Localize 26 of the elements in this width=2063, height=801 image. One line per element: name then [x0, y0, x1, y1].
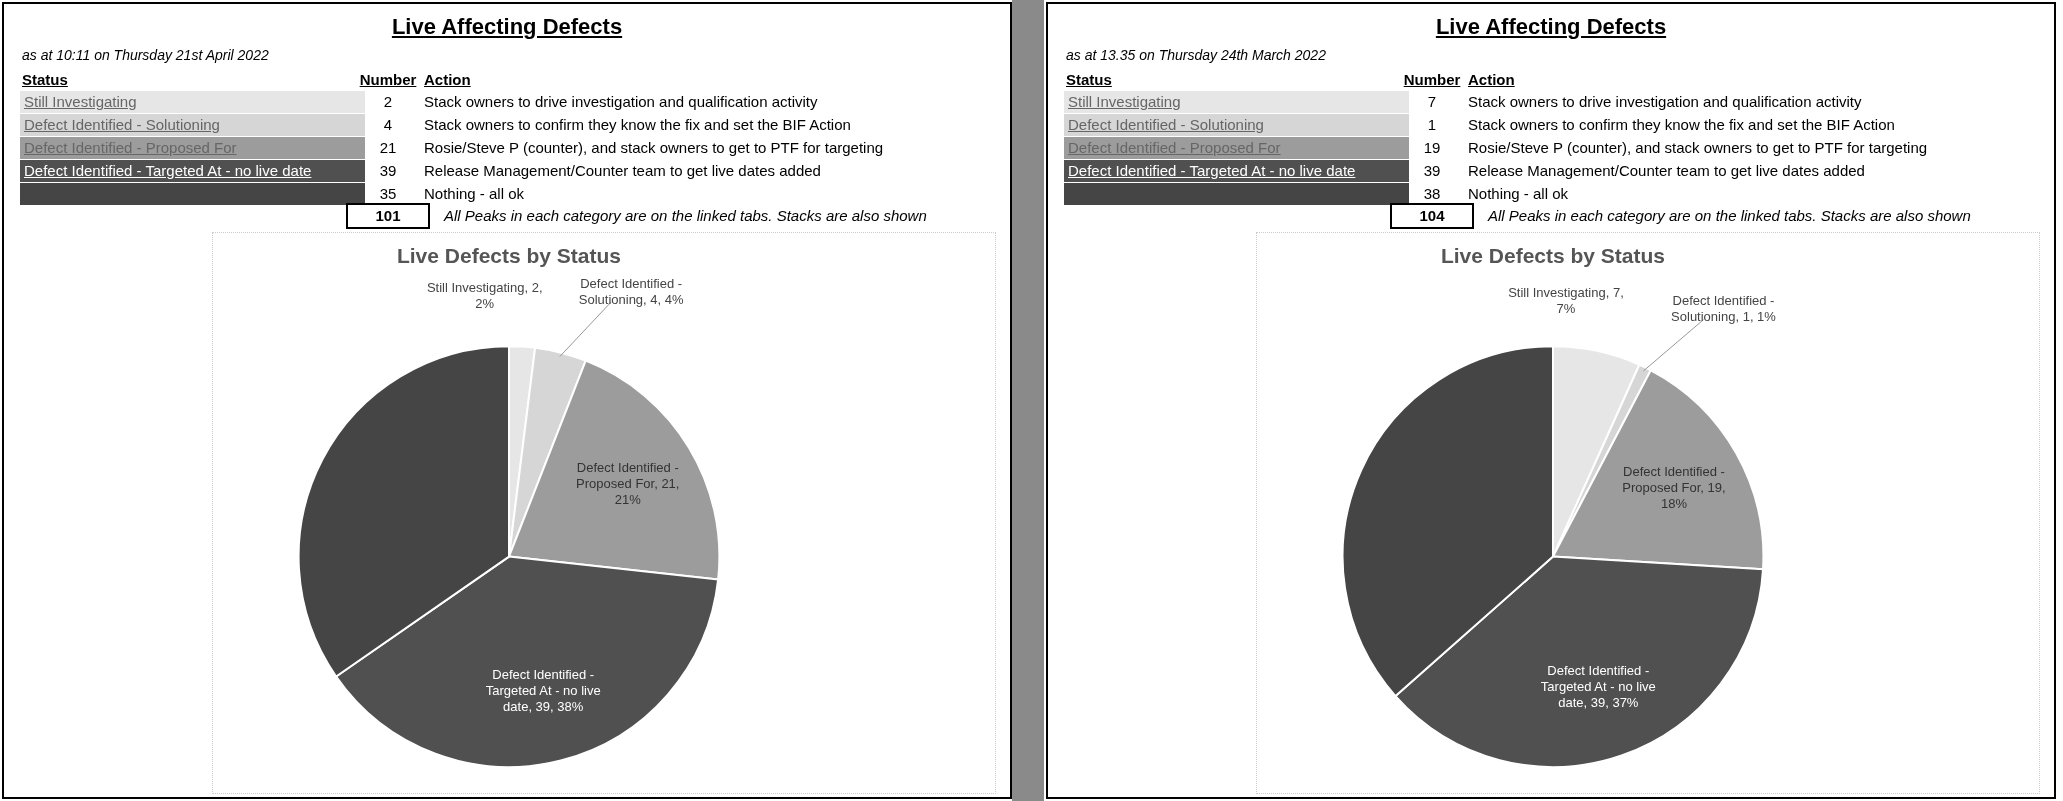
slice-label: Defect Identified - Solutioning, 1, 1% [1671, 293, 1777, 325]
slice-label: Defect Identified - Targeted At - no live date, 39, 37% [1540, 663, 1656, 711]
category-label: Still Investigating [24, 93, 137, 110]
category-label: Defect Identified - Solutioning [1068, 116, 1264, 133]
slice-label: Defect Identified - Proposed For, 19, 18% [1622, 463, 1726, 511]
data-label: 21 [378, 139, 398, 156]
category-label: Defect Identified - Solutioning [24, 116, 220, 133]
data-label: 39 [1422, 162, 1442, 179]
chart-title: Live Defects by Status [396, 244, 622, 268]
data-label: 2 [382, 93, 394, 110]
slice-label: Defect Identified - Targeted At - no live date, 39, 38% [485, 666, 601, 714]
slice-label: Defect Identified - Solutioning, 4, 4% [578, 275, 684, 307]
category-label: Still Investigating [1068, 93, 1181, 110]
data-label: 39 [378, 162, 398, 179]
data-label: 7 [1426, 93, 1438, 110]
data-label: 4 [382, 116, 394, 133]
category-label: Defect Identified - Targeted At - no live date [24, 162, 312, 179]
slice-label: Defect Identified - Proposed For, 21, 21% [576, 460, 680, 508]
slice-label: Still Investigating, 7, 7% [1508, 285, 1624, 317]
slice-label: Still Investigating, 2, 2% [426, 280, 543, 312]
category-label: Defect Identified - Targeted At - no live date [1068, 162, 1356, 179]
data-label: 38 [1422, 185, 1442, 202]
data-label: 1 [1426, 116, 1438, 133]
chart-title: Live Defects by Status [1440, 244, 1666, 268]
data-label: 19 [1422, 139, 1442, 156]
data-label: 35 [378, 185, 398, 202]
